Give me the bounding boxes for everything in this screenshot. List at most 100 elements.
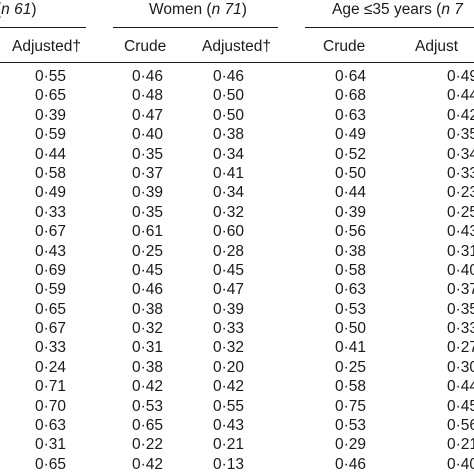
- cell-crude-women: 0·32: [132, 320, 164, 338]
- cell-adjusted-men: 0·65: [35, 300, 67, 318]
- table-row: 0·24 0·38 0·20 0·25 0·30: [0, 358, 474, 377]
- cell-adjusted-women: 0·60: [213, 223, 245, 241]
- cell-adjusted-men: 0·67: [35, 320, 67, 338]
- cell-crude-women: 0·61: [132, 223, 164, 241]
- cell-crude-age: 0·46: [335, 455, 367, 473]
- table-row: 0·55 0·46 0·46 0·64 0·49: [0, 67, 474, 86]
- cell-crude-women: 0·25: [132, 242, 164, 260]
- cell-crude-women: 0·39: [132, 184, 164, 202]
- cell-adjusted-men: 0·33: [35, 203, 67, 221]
- cell-adjusted-women: 0·32: [213, 339, 245, 357]
- cell-adjusted-men: 0·65: [35, 455, 67, 473]
- table-row: 0·33 0·31 0·32 0·41 0·27: [0, 338, 474, 357]
- cell-adjusted-age: 0·44: [447, 378, 474, 396]
- cell-crude-age: 0·50: [335, 164, 367, 182]
- cell-crude-age: 0·50: [335, 320, 367, 338]
- table-row: 0·67 0·32 0·33 0·50 0·33: [0, 319, 474, 338]
- cell-adjusted-women: 0·33: [213, 320, 245, 338]
- cell-adjusted-women: 0·21: [213, 436, 245, 454]
- cell-crude-women: 0·46: [132, 68, 164, 85]
- cell-adjusted-women: 0·20: [213, 358, 245, 376]
- cell-crude-women: 0·65: [132, 417, 164, 435]
- cell-adjusted-age: 0·35: [447, 126, 474, 144]
- table-row: 0·65 0·48 0·50 0·68 0·44: [0, 86, 474, 105]
- cell-adjusted-men: 0·69: [35, 261, 67, 279]
- cell-adjusted-men: 0·71: [35, 378, 67, 396]
- cell-adjusted-men: 0·49: [35, 184, 67, 202]
- table-row: 0·39 0·47 0·50 0·63 0·42: [0, 106, 474, 125]
- group-n-age: n 7: [441, 1, 463, 18]
- cell-adjusted-women: 0·43: [213, 417, 245, 435]
- table-row: 0·71 0·42 0·42 0·58 0·44: [0, 377, 474, 396]
- cell-adjusted-age: 0·35: [447, 300, 474, 318]
- cell-adjusted-age: 0·21: [447, 436, 474, 454]
- cell-adjusted-men: 0·24: [35, 358, 67, 376]
- group-label-women: Women: [149, 1, 203, 18]
- data-table-body: 0·55 0·46 0·46 0·64 0·49 0·65 0·48 0·50 0·68 0·44…: [0, 67, 474, 474]
- group-rule-men: [0, 27, 86, 28]
- cell-adjusted-women: 0·50: [213, 106, 245, 124]
- cell-crude-age: 0·39: [335, 203, 367, 221]
- cell-adjusted-men: 0·44: [35, 145, 67, 163]
- group-label-age: Age ≤35 years: [332, 1, 432, 18]
- cell-adjusted-women: 0·39: [213, 300, 245, 318]
- group-rule-women: [113, 27, 278, 28]
- cell-adjusted-men: 0·59: [35, 126, 67, 144]
- cell-adjusted-age: 0·42: [447, 106, 474, 124]
- cell-crude-age: 0·53: [335, 300, 367, 318]
- cell-crude-women: 0·46: [132, 281, 164, 299]
- cell-crude-age: 0·63: [335, 106, 367, 124]
- table-row: 0·65 0·38 0·39 0·53 0·35: [0, 300, 474, 319]
- cell-adjusted-men: 0·59: [35, 281, 67, 299]
- group-n-men: n 61: [1, 1, 32, 18]
- table-row: 0·59 0·46 0·47 0·63 0·37: [0, 280, 474, 299]
- cell-adjusted-age: 0·31: [447, 242, 474, 260]
- cell-adjusted-women: 0·46: [213, 68, 245, 85]
- group-rule-age: [305, 27, 474, 28]
- cell-adjusted-women: 0·34: [213, 184, 245, 202]
- cell-crude-women: 0·35: [132, 145, 164, 163]
- cell-crude-women: 0·53: [132, 397, 164, 415]
- cell-crude-age: 0·58: [335, 378, 367, 396]
- cell-adjusted-women: 0·13: [213, 455, 245, 473]
- col-header-crude-age: Crude: [323, 38, 366, 55]
- cell-crude-age: 0·44: [335, 184, 367, 202]
- cell-crude-women: 0·31: [132, 339, 164, 357]
- cell-crude-women: 0·40: [132, 126, 164, 144]
- cell-crude-women: 0·35: [132, 203, 164, 221]
- cell-crude-age: 0·56: [335, 223, 367, 241]
- table-row: 0·58 0·37 0·41 0·50 0·33: [0, 164, 474, 183]
- group-n-women: n 71: [211, 1, 242, 18]
- cell-crude-age: 0·53: [335, 417, 367, 435]
- cell-adjusted-age: 0·45: [447, 397, 474, 415]
- cell-crude-women: 0·38: [132, 300, 164, 318]
- cell-crude-age: 0·38: [335, 242, 367, 260]
- col-header-adjusted-women: Adjusted†: [202, 38, 271, 55]
- cell-adjusted-men: 0·55: [35, 68, 67, 85]
- cell-crude-age: 0·41: [335, 339, 367, 357]
- cell-adjusted-men: 0·63: [35, 417, 67, 435]
- cell-adjusted-women: 0·47: [213, 281, 245, 299]
- cell-crude-women: 0·45: [132, 261, 164, 279]
- group-header-women: Women (n 71): [149, 1, 247, 18]
- cell-adjusted-men: 0·58: [35, 164, 67, 182]
- cell-adjusted-age: 0·43: [447, 223, 474, 241]
- cell-adjusted-men: 0·70: [35, 397, 67, 415]
- col-header-crude-women: Crude: [124, 38, 167, 55]
- cell-crude-age: 0·52: [335, 145, 367, 163]
- cell-crude-age: 0·68: [335, 87, 367, 105]
- cell-adjusted-age: 0·25: [447, 203, 474, 221]
- cell-adjusted-age: 0·33: [447, 164, 474, 182]
- cell-adjusted-age: 0·30: [447, 358, 474, 376]
- table-row: 0·63 0·65 0·43 0·53 0·56: [0, 416, 474, 435]
- table-row: 0·67 0·61 0·60 0·56 0·43: [0, 222, 474, 241]
- cell-adjusted-women: 0·28: [213, 242, 245, 260]
- table-row: 0·70 0·53 0·55 0·75 0·45: [0, 397, 474, 416]
- table-row: 0·59 0·40 0·38 0·49 0·35: [0, 125, 474, 144]
- cell-adjusted-age: 0·33: [447, 320, 474, 338]
- cell-adjusted-age: 0·27: [447, 339, 474, 357]
- table-row: 0·49 0·39 0·34 0·44 0·23: [0, 183, 474, 202]
- cell-crude-age: 0·58: [335, 261, 367, 279]
- table-row: 0·69 0·45 0·45 0·58 0·40: [0, 261, 474, 280]
- table-row: 0·65 0·42 0·13 0·46 0·40: [0, 455, 474, 474]
